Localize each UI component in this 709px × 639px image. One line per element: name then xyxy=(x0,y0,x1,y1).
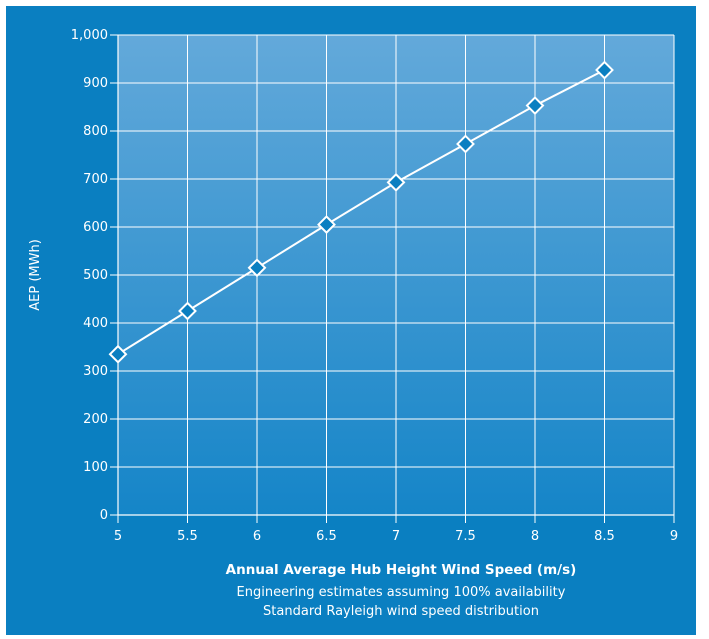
y-tick-label: 700 xyxy=(83,172,108,187)
data-point-marker xyxy=(525,96,545,115)
tick-labels: 0 100 200 300 400 500 600 700 800 900 1,000 5 5.5 6 6.… xyxy=(71,28,678,544)
data-point-marker xyxy=(108,344,128,364)
y-tick-label: 900 xyxy=(83,76,108,91)
gridlines xyxy=(118,34,675,515)
y-tick-label: 1,000 xyxy=(71,28,108,43)
y-tick-label: 100 xyxy=(83,460,108,475)
y-tick-label: 0 xyxy=(100,508,108,523)
x-tick-label: 6 xyxy=(253,529,261,544)
data-point-marker xyxy=(456,134,475,154)
series-group xyxy=(117,69,605,356)
series-line xyxy=(117,69,605,356)
x-tick-label: 5 xyxy=(114,529,122,544)
x-tick-label: 8.5 xyxy=(594,529,615,544)
chart-note-availability: Engineering estimates assuming 100% avai… xyxy=(237,585,566,600)
data-point-marker xyxy=(595,60,614,80)
x-tick-label: 9 xyxy=(670,529,678,544)
x-tick-label: 5.5 xyxy=(177,529,198,544)
y-tick-label: 300 xyxy=(83,364,108,379)
axes xyxy=(110,34,675,523)
aep-line-chart: 0 100 200 300 400 500 600 700 800 900 1,000 5 5.5 6 6.… xyxy=(28,28,678,619)
x-tick-label: 8 xyxy=(531,529,539,544)
x-tick-label: 7.5 xyxy=(455,529,476,544)
y-axis-label: AEP (MWh) xyxy=(28,239,43,311)
chart-panel: 0 100 200 300 400 500 600 700 800 900 1,000 5 5.5 6 6.… xyxy=(6,6,696,635)
y-tick-label: 800 xyxy=(83,124,108,139)
chart-note-distribution: Standard Rayleigh wind speed distributio… xyxy=(263,604,539,619)
y-tick-label: 600 xyxy=(83,220,108,235)
x-tick-label: 7 xyxy=(392,529,400,544)
y-tick-label: 400 xyxy=(83,316,108,331)
x-tick-label: 6.5 xyxy=(316,529,337,544)
data-point-marker xyxy=(317,215,336,235)
data-point-marker xyxy=(178,301,197,321)
marker-group xyxy=(108,60,614,364)
y-tick-label: 200 xyxy=(83,412,108,427)
data-point-marker xyxy=(247,258,267,278)
y-tick-label: 500 xyxy=(83,268,108,283)
x-axis-label: Annual Average Hub Height Wind Speed (m/… xyxy=(226,562,577,578)
data-point-marker xyxy=(386,172,406,192)
